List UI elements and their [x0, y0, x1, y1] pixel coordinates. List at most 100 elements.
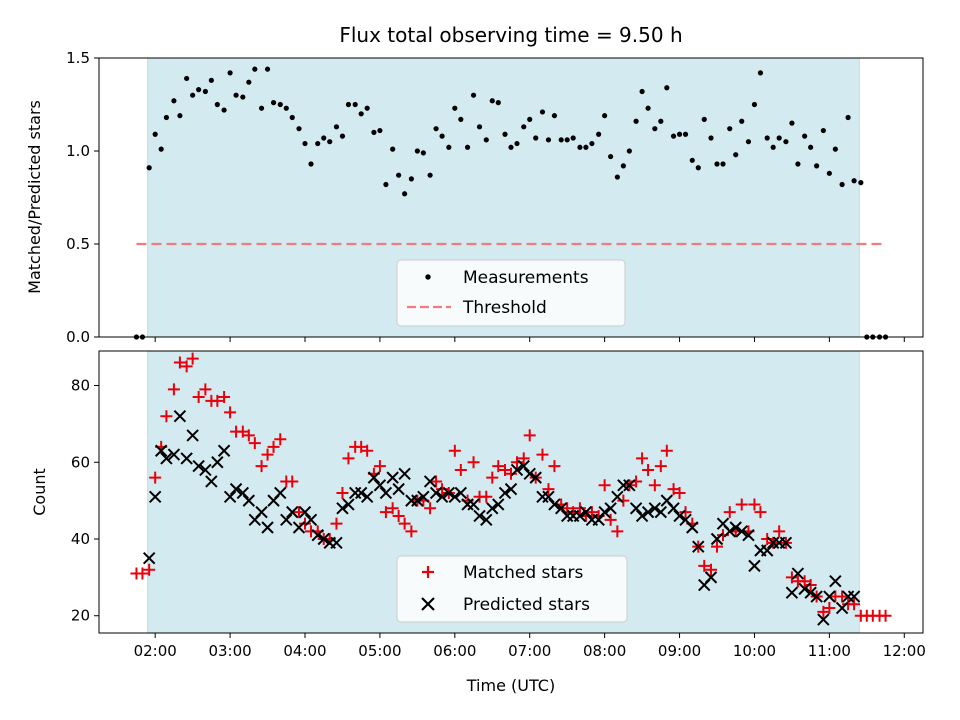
- predicted-star-point: [423, 475, 437, 488]
- measurement-point: [476, 124, 483, 130]
- predicted-star-point: [648, 502, 662, 515]
- measurement-point: [851, 178, 857, 184]
- measurement-point: [458, 116, 464, 122]
- matched-star-point: [336, 486, 349, 499]
- matched-star-point: [505, 467, 517, 480]
- measurement-point: [221, 107, 227, 113]
- measurement-point: [583, 144, 589, 150]
- matched-star-point: [660, 444, 673, 457]
- predicted-star-point: [292, 521, 306, 534]
- matched-star-point: [392, 509, 405, 522]
- predicted-star-point: [529, 471, 542, 484]
- legend-measurements-marker: [425, 274, 431, 280]
- measurement-point: [270, 100, 277, 106]
- measurement-point: [264, 66, 271, 72]
- measurement-point: [158, 146, 164, 152]
- measurement-point: [564, 137, 570, 143]
- matched-star-point: [180, 360, 193, 373]
- measurement-point: [371, 129, 377, 135]
- measurement-point: [770, 144, 776, 150]
- measurement-point: [533, 135, 539, 141]
- matched-star-point: [823, 602, 836, 615]
- measurement-point: [527, 116, 533, 122]
- predicted-star-point: [523, 467, 536, 480]
- measurement-point: [208, 77, 214, 83]
- x-tick-label: 09:00: [658, 642, 701, 660]
- predicted-star-point: [229, 482, 243, 496]
- predicted-star-point: [823, 590, 836, 603]
- measurement-point: [795, 161, 801, 167]
- predicted-star-point: [167, 448, 181, 461]
- predicted-star-point: [486, 502, 499, 515]
- measurement-point: [408, 176, 414, 182]
- x-tick-label: 10:00: [733, 642, 776, 660]
- measurement-point: [439, 133, 445, 139]
- x-axis-label: Time (UTC): [466, 676, 555, 695]
- legend-top: Measurements Threshold: [396, 259, 626, 327]
- matched-star-point: [480, 490, 493, 503]
- matched-star-point: [735, 498, 748, 511]
- predicted-star-point: [160, 452, 173, 465]
- matched-star-point: [636, 452, 649, 465]
- measurement-point: [858, 180, 864, 186]
- matched-star-point: [723, 506, 736, 519]
- matched-star-point: [342, 452, 355, 465]
- predicted-star-point: [641, 505, 655, 519]
- measurement-point: [808, 144, 814, 150]
- predicted-star-point: [579, 505, 593, 519]
- predicted-star-point: [467, 498, 480, 511]
- predicted-star-point: [492, 498, 505, 511]
- top-axes-frame: [98, 57, 924, 338]
- measurement-point: [190, 92, 196, 98]
- matched-star-point: [542, 483, 555, 496]
- predicted-star-point: [498, 486, 512, 500]
- measurement-point: [495, 100, 501, 106]
- measurement-point: [327, 139, 333, 145]
- matched-star-point: [224, 406, 237, 419]
- predicted-star-point: [748, 559, 761, 573]
- predicted-star-point: [280, 513, 293, 527]
- matched-star-point: [192, 391, 205, 404]
- predicted-star-point: [186, 429, 199, 442]
- predicted-star-point: [417, 490, 430, 504]
- predicted-star-point: [448, 490, 462, 504]
- matched-star-point: [173, 356, 186, 369]
- predicted-star-point: [442, 486, 456, 500]
- predicted-star-point: [142, 551, 156, 565]
- measurement-point: [302, 140, 308, 147]
- matched-star-point: [648, 479, 661, 492]
- measurement-point: [814, 163, 820, 169]
- matched-star-point: [673, 486, 686, 499]
- predicted-star-point: [242, 494, 256, 507]
- measurement-point: [839, 181, 845, 188]
- predicted-star-point: [429, 486, 443, 500]
- measurement-point: [358, 111, 364, 117]
- measurement-point: [789, 120, 795, 126]
- predicted-star-point: [785, 586, 799, 599]
- x-tick-label: 08:00: [583, 642, 626, 660]
- measurement-point: [608, 153, 614, 160]
- measurement-point: [289, 114, 295, 121]
- predicted-star-point: [336, 502, 349, 515]
- predicted-star-point: [311, 528, 324, 542]
- predicted-star-point: [173, 410, 187, 423]
- matched-star-point: [373, 460, 386, 473]
- legend-measurements-label: Measurements: [463, 268, 589, 288]
- predicted-star-point: [710, 532, 724, 546]
- predicted-star-point: [611, 490, 624, 504]
- bottom-y-tick-label: 40: [71, 530, 90, 548]
- measurement-point: [676, 131, 683, 137]
- measurement-point: [545, 137, 552, 143]
- predicted-star-point: [480, 513, 493, 527]
- predicted-star-point: [623, 479, 636, 492]
- legend-top-box: [396, 259, 626, 327]
- predicted-star-point: [704, 571, 718, 584]
- predicted-star-point: [692, 540, 705, 553]
- measurement-point: [652, 126, 658, 132]
- predicted-star-point: [386, 471, 399, 484]
- measurement-point: [832, 146, 838, 152]
- x-tick-label: 06:00: [433, 642, 476, 660]
- measurement-point: [508, 144, 514, 150]
- measurement-point: [589, 140, 595, 147]
- matched-star-point: [186, 352, 199, 365]
